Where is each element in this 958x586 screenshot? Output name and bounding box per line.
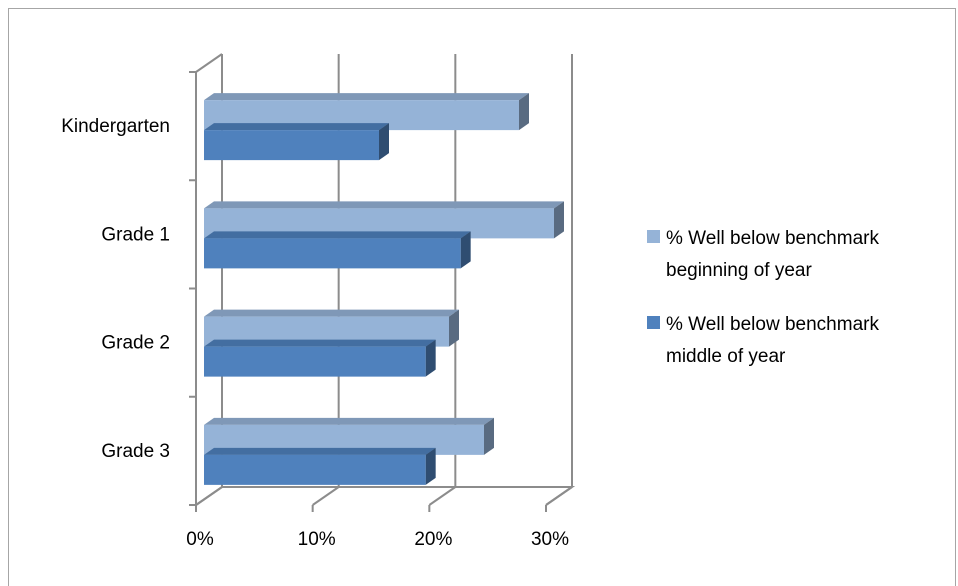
bar-side-1-0 <box>554 201 564 239</box>
floor-line-1 <box>312 486 340 506</box>
legend-label-0-1: beginning of year <box>666 260 812 281</box>
legend-swatch-1 <box>647 316 660 329</box>
bar-front-0-1 <box>204 130 379 161</box>
legend-label-1-1: middle of year <box>666 346 786 367</box>
bar-side-1-1 <box>460 231 471 269</box>
side-wall-top <box>195 53 223 73</box>
bar-side-0-1 <box>379 123 389 161</box>
x-tick-label-1: 10% <box>298 529 336 550</box>
bar-3-1 <box>204 447 436 485</box>
bar-front-2-1 <box>204 346 426 377</box>
x-tick-label-0: 0% <box>186 529 214 550</box>
bar-front-3-1 <box>204 454 426 485</box>
x-tick-labels: 0% 10% 20% 30% <box>186 529 569 550</box>
floor-line-0 <box>195 486 223 506</box>
bar-side-0-0 <box>519 93 529 131</box>
bar-side-3-0 <box>484 417 494 455</box>
legend: % Well below benchmark beginning of year%… <box>647 228 879 367</box>
bar-top-3-0 <box>204 417 494 425</box>
category-label-2: Grade 2 <box>101 333 170 354</box>
category-labels: Kindergarten Grade 1 Grade 2 Grade 3 <box>61 116 170 462</box>
bar-top-2-1 <box>204 339 436 347</box>
bar-side-2-0 <box>449 309 459 347</box>
legend-swatch-0 <box>647 230 660 243</box>
bar-side-2-1 <box>425 339 436 377</box>
bar-top-0-0 <box>204 93 529 101</box>
bar-side-3-1 <box>425 447 436 485</box>
x-tick-label-2: 20% <box>414 529 452 550</box>
bar-top-1-0 <box>204 201 564 209</box>
bar-top-3-1 <box>204 447 436 455</box>
floor-line-2 <box>428 486 456 506</box>
floor-outline <box>195 486 576 506</box>
category-label-1: Grade 1 <box>101 224 170 245</box>
bar-2-1 <box>204 339 436 377</box>
bar-1-1 <box>204 231 471 269</box>
bar-front-1-1 <box>204 238 461 269</box>
category-label-0: Kindergarten <box>61 116 170 137</box>
bar-top-2-0 <box>204 309 459 317</box>
bar-top-0-1 <box>204 123 389 131</box>
legend-label-1-0: % Well below benchmark <box>666 314 879 335</box>
category-label-3: Grade 3 <box>101 441 170 462</box>
chart-bars <box>204 93 564 485</box>
floor-line-3 <box>545 486 573 506</box>
x-tick-label-3: 30% <box>531 529 569 550</box>
legend-label-0-0: % Well below benchmark <box>666 228 879 249</box>
bar-top-1-1 <box>204 231 471 239</box>
bar-0-1 <box>204 123 389 161</box>
